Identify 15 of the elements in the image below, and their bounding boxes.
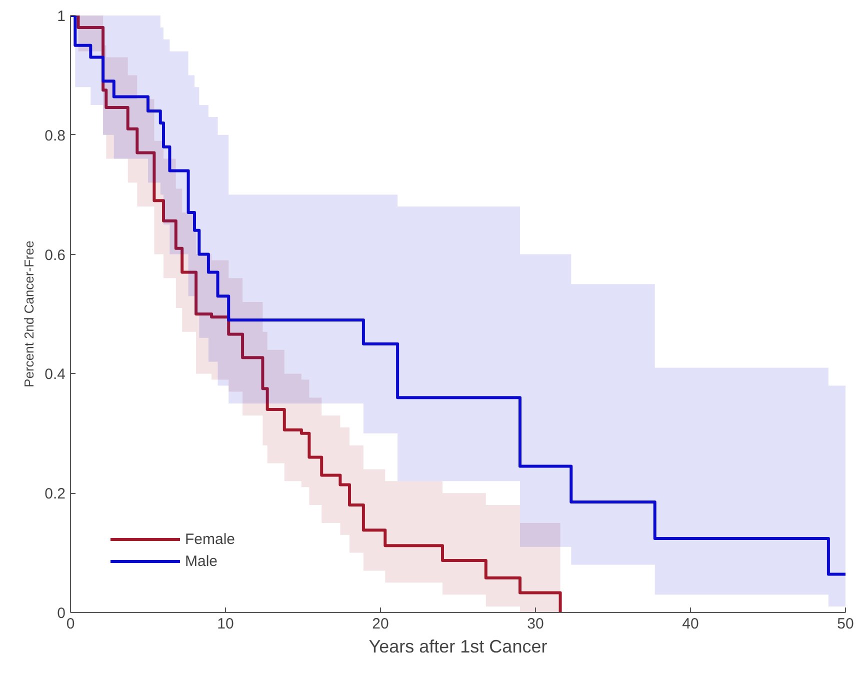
legend-label: Female	[185, 530, 236, 548]
y-tick-label: 1	[57, 8, 66, 25]
legend-label: Male	[185, 552, 218, 570]
y-tick-label: 0	[57, 605, 66, 622]
x-tick-label: 20	[372, 616, 389, 632]
y-axis-title: Percent 2nd Cancer-Free	[22, 240, 37, 388]
x-tick-label: 10	[217, 616, 234, 632]
y-tick-label: 0.6	[44, 246, 66, 264]
x-tick-label: 40	[682, 616, 699, 632]
x-axis-title: Years after 1st Cancer	[368, 636, 548, 656]
x-tick-label: 30	[527, 616, 544, 632]
y-tick-label: 0.4	[44, 366, 66, 384]
y-tick-label: 0.8	[44, 127, 66, 144]
y-tick-label: 0.2	[44, 486, 66, 503]
x-tick-label: 50	[837, 616, 854, 632]
